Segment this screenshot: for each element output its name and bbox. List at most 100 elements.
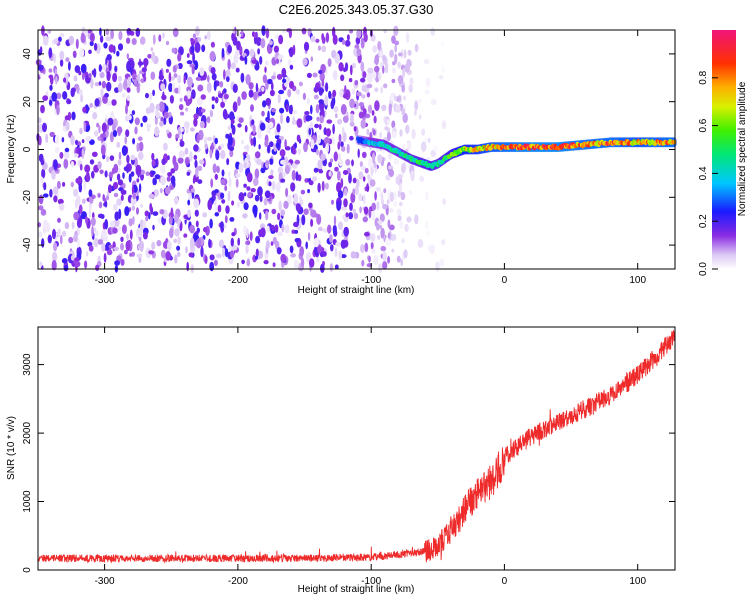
noise-blob [338, 250, 343, 260]
noise-blob [264, 139, 269, 148]
spectrogram-y-tick-label: 40 [22, 48, 33, 60]
noise-blob [131, 38, 137, 45]
noise-blob [157, 217, 163, 224]
noise-blob [180, 127, 184, 132]
noise-blob [59, 203, 65, 211]
noise-blob [109, 220, 116, 228]
noise-blob [320, 153, 327, 161]
noise-blob [317, 244, 322, 254]
noise-blob [395, 176, 400, 185]
noise-blob [167, 111, 172, 118]
noise-blob [185, 158, 189, 165]
snr-x-tick-label: -300 [95, 576, 115, 587]
noise-blob [78, 182, 83, 193]
noise-blob [204, 35, 207, 40]
noise-blob [91, 70, 95, 75]
noise-blob [392, 67, 396, 74]
noise-blob [196, 97, 203, 106]
noise-blob [210, 67, 216, 75]
noise-blob [275, 58, 280, 64]
noise-blob [130, 154, 136, 161]
noise-blob [114, 65, 118, 73]
noise-blob [106, 81, 112, 92]
noise-blob [89, 159, 95, 165]
noise-blob [268, 40, 273, 46]
noise-blob [259, 56, 263, 65]
noise-blob [81, 148, 85, 159]
noise-blob [214, 96, 219, 104]
noise-blob [155, 109, 159, 118]
noise-blob [317, 134, 321, 144]
noise-blob [197, 165, 203, 171]
noise-blob [128, 173, 132, 183]
noise-blob [190, 45, 195, 54]
noise-blob [194, 159, 198, 169]
noise-blob [170, 76, 175, 81]
spectrogram-y-tick-label: -40 [22, 237, 33, 252]
noise-blob [244, 55, 248, 65]
noise-blob [424, 89, 430, 95]
noise-blob [401, 163, 406, 174]
noise-blob [414, 43, 419, 53]
noise-blob [170, 207, 174, 218]
noise-blob [361, 94, 366, 99]
noise-blob [296, 214, 300, 225]
noise-blob [40, 176, 44, 184]
noise-blob [328, 171, 332, 177]
noise-blob [310, 209, 317, 218]
snr-x-tick-label: 0 [502, 576, 508, 587]
noise-blob [88, 73, 92, 79]
noise-blob [174, 87, 180, 94]
noise-blob [338, 62, 344, 72]
noise-blob [114, 260, 120, 266]
noise-blob [74, 65, 81, 74]
noise-blob [200, 246, 204, 258]
noise-blob [344, 39, 351, 47]
noise-blob [124, 249, 128, 255]
noise-blob [99, 27, 102, 36]
noise-blob [210, 41, 215, 48]
noise-blob [364, 231, 370, 237]
noise-blob [399, 129, 403, 137]
noise-blob [112, 72, 118, 83]
noise-blob [191, 89, 196, 100]
noise-blob [329, 263, 333, 272]
noise-blob [257, 131, 262, 140]
noise-blob [270, 241, 274, 246]
noise-blob [126, 95, 131, 101]
noise-blob [125, 103, 128, 115]
noise-blob [238, 162, 244, 173]
noise-blob [439, 75, 444, 80]
noise-blob [290, 253, 296, 258]
noise-blob [396, 255, 401, 263]
noise-blob [255, 235, 261, 244]
noise-blob [356, 29, 362, 39]
noise-blob [85, 216, 89, 225]
noise-blob [48, 99, 53, 106]
noise-blob [96, 122, 99, 128]
noise-blob [337, 190, 344, 199]
noise-blob [358, 102, 365, 107]
noise-blob [379, 131, 382, 139]
noise-blob [88, 49, 92, 54]
noise-blob [284, 165, 290, 175]
noise-blob [389, 49, 394, 58]
noise-blob [117, 226, 122, 231]
noise-blob [229, 217, 235, 222]
noise-blob [207, 75, 210, 83]
noise-blob [439, 258, 445, 267]
noise-blob [138, 240, 144, 251]
noise-blob [116, 141, 121, 148]
noise-blob [229, 149, 234, 158]
noise-blob [363, 32, 368, 43]
noise-blob [214, 205, 219, 214]
noise-blob [40, 159, 45, 166]
noise-blob [316, 257, 320, 263]
noise-blob [120, 236, 124, 242]
noise-blob [232, 101, 238, 113]
noise-blob [120, 242, 124, 251]
noise-blob [167, 155, 170, 161]
noise-blob [305, 114, 311, 122]
noise-blob [332, 123, 335, 135]
noise-blob [414, 110, 417, 116]
